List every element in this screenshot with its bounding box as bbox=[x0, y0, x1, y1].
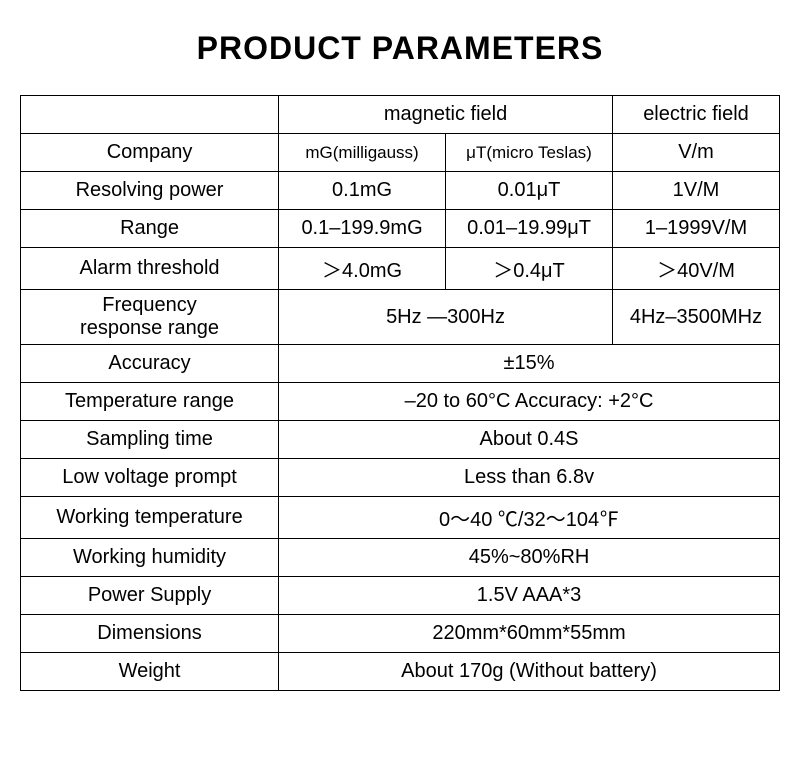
label-frequency-l2: response range bbox=[80, 317, 219, 339]
val-alarm-mg: ＞4.0mG bbox=[279, 248, 446, 290]
val-frequency-mag: 5Hz —300Hz bbox=[279, 290, 613, 345]
row-accuracy: Accuracy ±15% bbox=[21, 345, 780, 383]
val-range-ut: 0.01–19.99μT bbox=[446, 210, 613, 248]
header-mg: mG(milligauss) bbox=[279, 134, 446, 172]
label-frequency: Frequency response range bbox=[21, 290, 279, 345]
page-title: PRODUCT PARAMETERS bbox=[20, 30, 780, 67]
row-alarm: Alarm threshold ＞4.0mG ＞0.4μT ＞40V/M bbox=[21, 248, 780, 290]
row-dims: Dimensions 220mm*60mm*55mm bbox=[21, 615, 780, 653]
header-vm: V/m bbox=[613, 134, 780, 172]
val-alarm-ut: ＞0.4μT bbox=[446, 248, 613, 290]
label-humidity: Working humidity bbox=[21, 539, 279, 577]
label-power: Power Supply bbox=[21, 577, 279, 615]
header-ut: μT(micro Teslas) bbox=[446, 134, 613, 172]
val-weight: About 170g (Without battery) bbox=[279, 653, 780, 691]
val-alarm-ef: ＞40V/M bbox=[613, 248, 780, 290]
val-range-ef: 1–1999V/M bbox=[613, 210, 780, 248]
label-dims: Dimensions bbox=[21, 615, 279, 653]
row-temp-range: Temperature range –20 to 60°C Accuracy: … bbox=[21, 383, 780, 421]
val-sampling: About 0.4S bbox=[279, 421, 780, 459]
parameters-table: magnetic field electric field Company mG… bbox=[20, 95, 780, 691]
val-temp-range: –20 to 60°C Accuracy: +2°C bbox=[279, 383, 780, 421]
row-work-temp: Working temperature 0～40 ℃/32～104℉ bbox=[21, 497, 780, 539]
val-power: 1.5V AAA*3 bbox=[279, 577, 780, 615]
row-sampling: Sampling time About 0.4S bbox=[21, 421, 780, 459]
val-resolving-ef: 1V/M bbox=[613, 172, 780, 210]
val-resolving-mg: 0.1mG bbox=[279, 172, 446, 210]
header-company: Company bbox=[21, 134, 279, 172]
row-humidity: Working humidity 45%~80%RH bbox=[21, 539, 780, 577]
label-resolving: Resolving power bbox=[21, 172, 279, 210]
val-work-temp: 0～40 ℃/32～104℉ bbox=[279, 497, 780, 539]
label-sampling: Sampling time bbox=[21, 421, 279, 459]
label-accuracy: Accuracy bbox=[21, 345, 279, 383]
row-weight: Weight About 170g (Without battery) bbox=[21, 653, 780, 691]
header-electric: electric field bbox=[613, 96, 780, 134]
row-resolving: Resolving power 0.1mG 0.01μT 1V/M bbox=[21, 172, 780, 210]
header-magnetic: magnetic field bbox=[279, 96, 613, 134]
label-lowvolt: Low voltage prompt bbox=[21, 459, 279, 497]
val-lowvolt: Less than 6.8v bbox=[279, 459, 780, 497]
row-lowvolt: Low voltage prompt Less than 6.8v bbox=[21, 459, 780, 497]
label-range: Range bbox=[21, 210, 279, 248]
label-weight: Weight bbox=[21, 653, 279, 691]
val-range-mg: 0.1–199.9mG bbox=[279, 210, 446, 248]
label-frequency-l1: Frequency bbox=[102, 294, 197, 316]
label-alarm: Alarm threshold bbox=[21, 248, 279, 290]
val-humidity: 45%~80%RH bbox=[279, 539, 780, 577]
row-power: Power Supply 1.5V AAA*3 bbox=[21, 577, 780, 615]
header-row-2: Company mG(milligauss) μT(micro Teslas) … bbox=[21, 134, 780, 172]
row-frequency: Frequency response range 5Hz —300Hz 4Hz–… bbox=[21, 290, 780, 345]
label-work-temp: Working temperature bbox=[21, 497, 279, 539]
val-frequency-ef: 4Hz–3500MHz bbox=[613, 290, 780, 345]
val-dims: 220mm*60mm*55mm bbox=[279, 615, 780, 653]
val-resolving-ut: 0.01μT bbox=[446, 172, 613, 210]
row-range: Range 0.1–199.9mG 0.01–19.99μT 1–1999V/M bbox=[21, 210, 780, 248]
label-temp-range: Temperature range bbox=[21, 383, 279, 421]
header-blank bbox=[21, 96, 279, 134]
val-accuracy: ±15% bbox=[279, 345, 780, 383]
header-row-1: magnetic field electric field bbox=[21, 96, 780, 134]
